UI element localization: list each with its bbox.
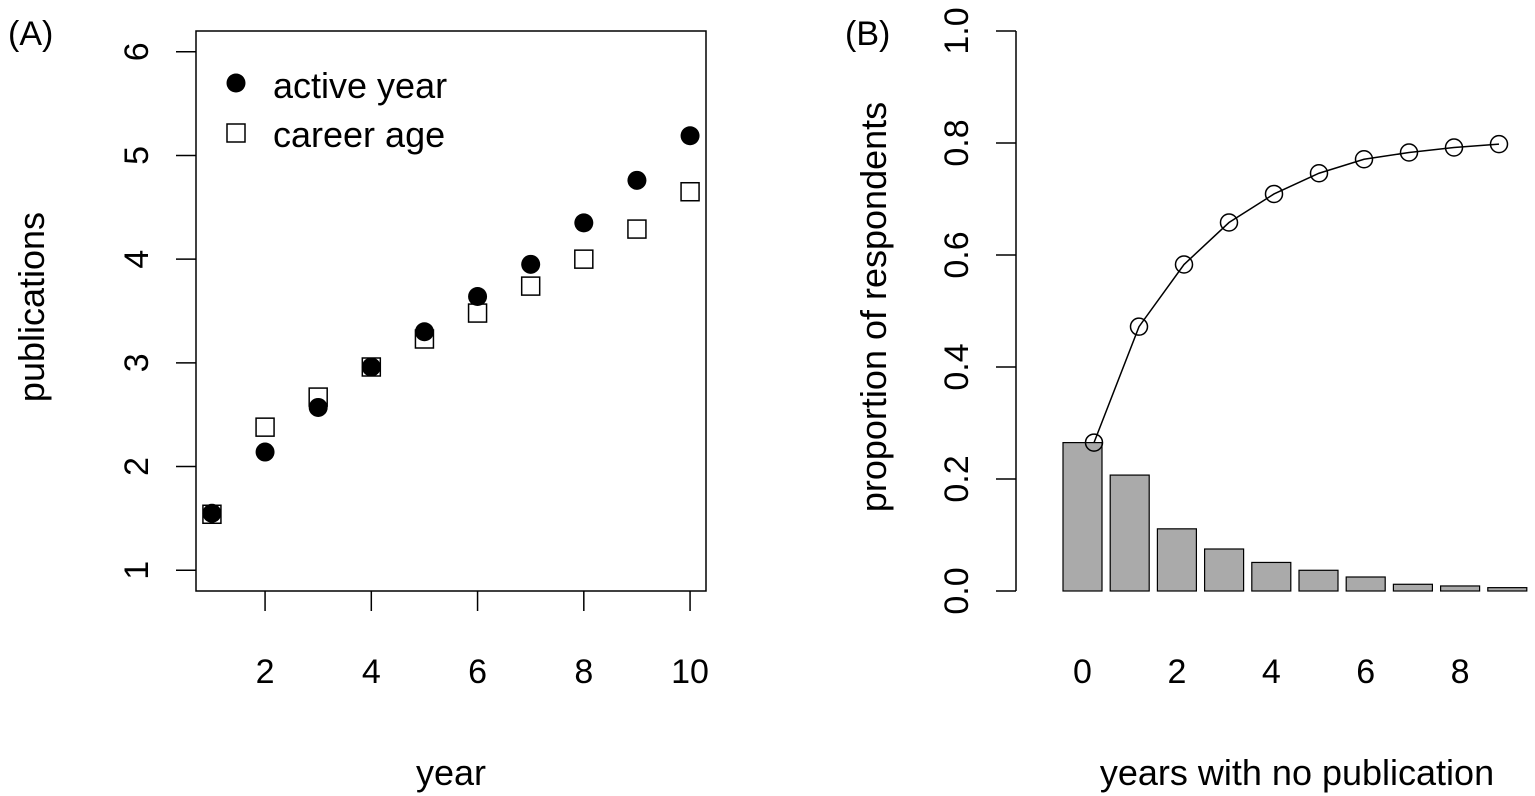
y-tick-label-0.0: 0.0 bbox=[938, 567, 976, 614]
x-tick-label-6: 6 bbox=[468, 653, 487, 691]
x-tick-label-4: 4 bbox=[1262, 653, 1281, 691]
panel-b-y-axis: 0.0 0.2 0.4 0.6 0.8 1.0 bbox=[938, 7, 1017, 615]
x-tick-label-2: 2 bbox=[1167, 653, 1186, 691]
point-active-year-7 bbox=[521, 254, 541, 274]
y-tick-label-0.6: 0.6 bbox=[938, 231, 976, 278]
y-tick-label-5: 5 bbox=[118, 146, 156, 165]
legend-label-career-age: career age bbox=[273, 114, 445, 155]
bar-4 bbox=[1251, 561, 1292, 592]
panel-b-label: (B) bbox=[845, 15, 890, 53]
cumulative-point-1 bbox=[1129, 317, 1149, 336]
bar-0 bbox=[1062, 442, 1103, 592]
cumulative-point-9 bbox=[1489, 134, 1509, 154]
y-tick-label-1: 1 bbox=[118, 561, 156, 580]
point-active-year-10 bbox=[680, 126, 700, 146]
point-active-year-1 bbox=[202, 503, 222, 523]
cumulative-point-8 bbox=[1444, 138, 1464, 157]
y-tick-label-2: 2 bbox=[118, 457, 156, 476]
x-tick-label-10: 10 bbox=[671, 653, 709, 691]
point-active-year-3 bbox=[308, 397, 328, 417]
bar-7 bbox=[1392, 583, 1434, 592]
cumulative-line bbox=[1093, 143, 1500, 443]
bar-5 bbox=[1298, 569, 1339, 592]
panel-a-y-axis: 1 2 3 4 5 6 bbox=[118, 42, 196, 580]
point-career-age-7 bbox=[520, 276, 541, 296]
x-tick-label-2: 2 bbox=[256, 653, 275, 691]
panel-b-bars bbox=[1062, 442, 1528, 592]
point-active-year-8 bbox=[574, 213, 594, 233]
y-tick-label-1.0: 1.0 bbox=[938, 7, 976, 54]
y-tick-label-6: 6 bbox=[118, 42, 156, 61]
y-tick-label-3: 3 bbox=[118, 353, 156, 372]
panel-b-cumulative-line bbox=[1084, 134, 1509, 452]
x-tick-label-8: 8 bbox=[574, 653, 593, 691]
y-tick-label-4: 4 bbox=[118, 250, 156, 269]
cumulative-point-4 bbox=[1264, 184, 1284, 204]
point-active-year-5 bbox=[414, 322, 434, 342]
panel-a-legend: active year career age bbox=[226, 65, 447, 155]
bar-1 bbox=[1109, 474, 1150, 592]
cumulative-point-6 bbox=[1354, 149, 1374, 169]
bar-2 bbox=[1156, 528, 1198, 592]
panel-a-y-axis-label: publications bbox=[11, 212, 52, 402]
legend-marker-career-age bbox=[226, 123, 246, 143]
point-active-year-2 bbox=[255, 442, 275, 462]
point-active-year-4 bbox=[361, 357, 381, 377]
bar-8 bbox=[1439, 585, 1481, 592]
point-active-year-9 bbox=[627, 170, 647, 190]
cumulative-point-0 bbox=[1084, 433, 1104, 452]
legend-label-active-year: active year bbox=[273, 65, 447, 106]
panel-a-label: (A) bbox=[8, 15, 53, 53]
panel-a-plot-frame bbox=[195, 30, 707, 592]
bar-6 bbox=[1345, 576, 1386, 592]
panel-a-x-axis: 2 4 6 8 10 bbox=[256, 591, 709, 691]
panel-b-x-axis: 0 2 4 6 8 bbox=[1073, 653, 1470, 691]
panel-b-x-axis-label: years with no publication bbox=[1100, 752, 1494, 793]
panel-a-scatter-chart: (A) 1 2 3 4 5 6 2 4 6 8 10 active year career age… bbox=[8, 15, 709, 793]
panel-a-x-axis-label: year bbox=[416, 752, 486, 793]
cumulative-point-3 bbox=[1219, 213, 1239, 232]
x-tick-label-4: 4 bbox=[362, 653, 381, 691]
cumulative-point-2 bbox=[1174, 255, 1194, 274]
bar-9 bbox=[1487, 587, 1528, 592]
point-active-year-6 bbox=[468, 286, 488, 306]
cumulative-point-7 bbox=[1399, 143, 1419, 162]
x-tick-label-0: 0 bbox=[1073, 653, 1092, 691]
point-career-age-8 bbox=[574, 249, 594, 269]
bar-3 bbox=[1203, 548, 1245, 592]
x-tick-label-8: 8 bbox=[1451, 653, 1470, 691]
panel-b-bar-chart: (B) 0.0 0.2 0.4 0.6 0.8 1.0 0 2 4 6 8 years with … bbox=[845, 7, 1528, 793]
cumulative-point-5 bbox=[1309, 163, 1329, 183]
panel-a-points bbox=[202, 126, 700, 525]
y-tick-label-0.4: 0.4 bbox=[938, 343, 976, 390]
point-career-age-6 bbox=[467, 303, 488, 323]
point-career-age-10 bbox=[680, 181, 700, 202]
y-tick-label-0.8: 0.8 bbox=[938, 119, 976, 166]
point-career-age-9 bbox=[627, 219, 647, 239]
legend-marker-active-year bbox=[226, 73, 246, 93]
panel-b-y-axis-label: proportion of respondents bbox=[853, 102, 894, 512]
y-tick-label-0.2: 0.2 bbox=[938, 455, 976, 502]
x-tick-label-6: 6 bbox=[1356, 653, 1375, 691]
point-career-age-2 bbox=[255, 417, 275, 437]
